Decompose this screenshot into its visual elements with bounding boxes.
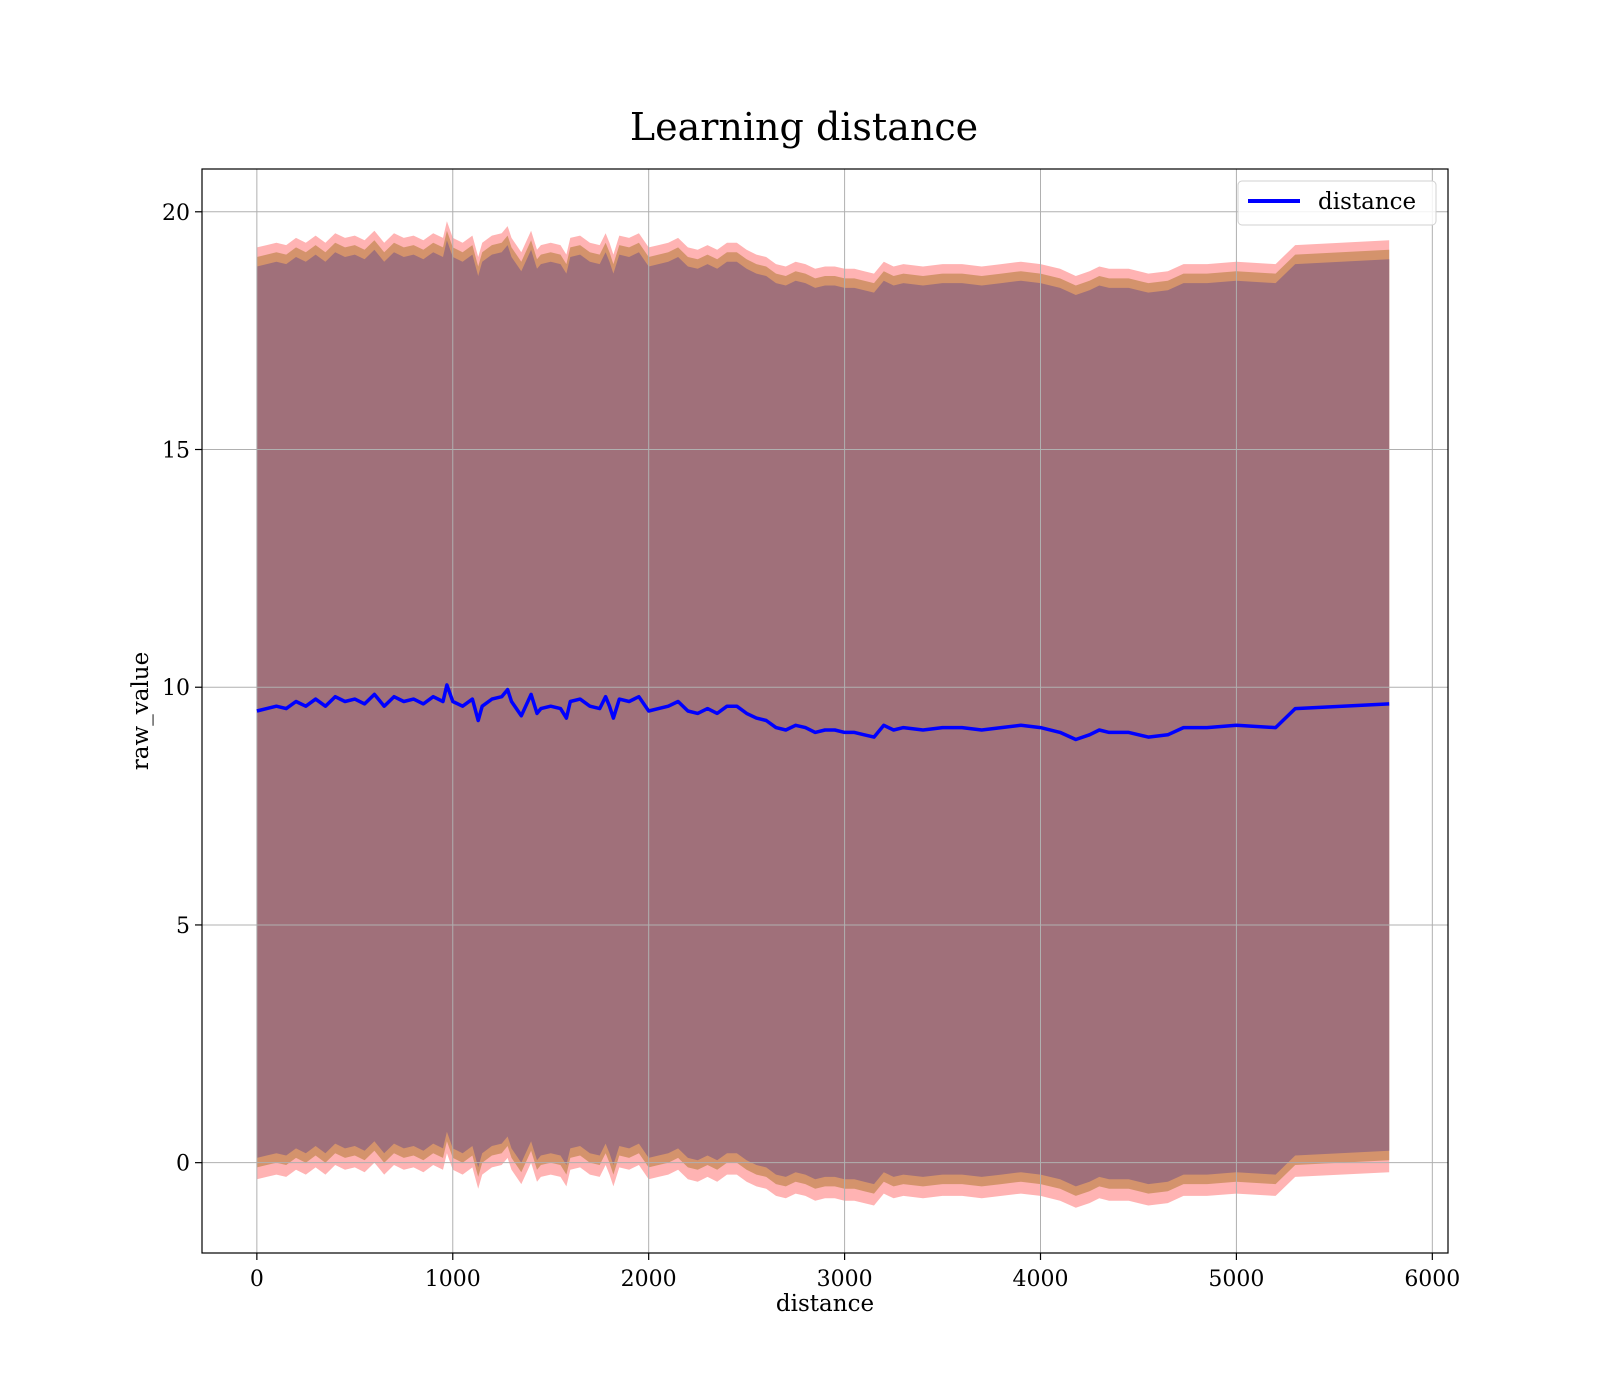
y-tick-label: 20 [162, 201, 190, 226]
legend-label-distance: distance [1318, 189, 1416, 215]
chart-title: Learning distance [630, 105, 978, 149]
x-tick-label: 4000 [1013, 1267, 1069, 1292]
legend-box [1237, 180, 1437, 226]
confidence-bands [256, 221, 1390, 1208]
x-axis-ticks: 0 1000 2000 3000 4000 5000 6000 [250, 1253, 1460, 1292]
series-line-distance [256, 683, 1390, 742]
y-axis-label: raw_value [128, 652, 154, 770]
series-layer [256, 683, 1390, 742]
x-tick-label: 3000 [817, 1267, 873, 1292]
band-inner [256, 240, 1390, 1187]
x-axis-label: distance [776, 1291, 874, 1317]
x-tick-label: 6000 [1404, 1267, 1460, 1292]
y-axis-ticks: 0 5 10 15 20 [162, 201, 202, 1177]
x-tick-label: 5000 [1208, 1267, 1264, 1292]
legend: distance [1237, 180, 1437, 226]
plot-frame [201, 168, 1449, 1254]
y-tick-label: 0 [176, 1152, 190, 1177]
x-tick-label: 1000 [425, 1267, 481, 1292]
y-tick-label: 15 [162, 439, 190, 464]
x-tick-label: 2000 [621, 1267, 677, 1292]
y-tick-label: 5 [176, 914, 190, 939]
y-tick-label: 10 [162, 676, 190, 701]
x-tick-label: 0 [250, 1267, 264, 1292]
